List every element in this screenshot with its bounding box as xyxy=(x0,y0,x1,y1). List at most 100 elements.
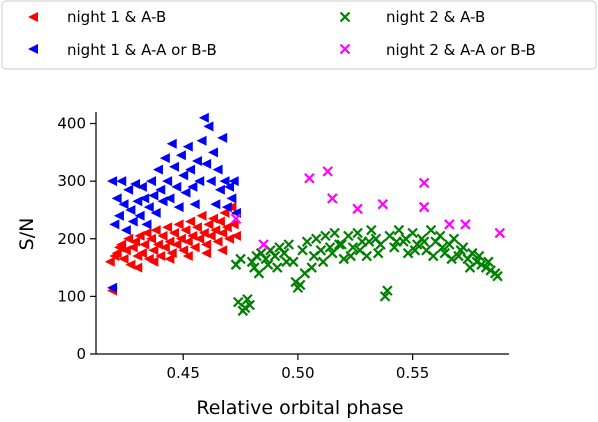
data-point-series-2 xyxy=(283,239,295,250)
data-point-series-2 xyxy=(320,230,331,242)
data-point-series-2 xyxy=(448,233,460,245)
data-point-series-2 xyxy=(271,262,283,273)
data-point-series-2 xyxy=(244,299,256,311)
data-point-series-0 xyxy=(180,225,191,236)
legend-frame xyxy=(1,0,597,70)
data-point-series-1 xyxy=(178,170,189,181)
data-point-series-0 xyxy=(148,256,159,267)
data-point-series-2 xyxy=(391,236,402,247)
data-point-series-0 xyxy=(212,236,223,247)
data-point-series-1 xyxy=(139,193,150,204)
data-point-series-0 xyxy=(120,245,131,256)
data-point-series-2 xyxy=(347,242,359,253)
legend: night 1 & A-B night 1 & A-A or B-B night… xyxy=(1,0,597,70)
data-point-series-1 xyxy=(118,199,129,210)
data-point-series-2 xyxy=(492,270,503,282)
data-point-series-3 xyxy=(460,219,471,230)
data-point-series-3 xyxy=(418,177,430,189)
x-ticks: 0.45 0.50 0.55 xyxy=(166,354,429,382)
data-point-series-0 xyxy=(157,230,168,241)
data-point-series-2 xyxy=(400,233,412,245)
data-point-series-3 xyxy=(327,193,338,204)
legend-entry-0: night 1 & A-B xyxy=(28,8,166,26)
data-point-series-2 xyxy=(324,242,336,253)
data-point-series-2 xyxy=(278,247,290,259)
data-point-series-1 xyxy=(125,204,136,215)
data-point-series-0 xyxy=(182,236,193,247)
data-point-series-1 xyxy=(212,164,223,175)
data-point-series-0 xyxy=(104,256,115,267)
data-point-series-0 xyxy=(203,219,214,230)
data-point-series-3 xyxy=(352,203,363,215)
data-point-series-1 xyxy=(175,150,186,161)
data-point-series-2 xyxy=(345,250,356,262)
plot-area: 0 100 200 300 400 0.45 0.50 0.55 xyxy=(57,112,509,382)
data-point-series-1 xyxy=(148,190,159,201)
data-point-series-2 xyxy=(281,256,292,268)
data-point-series-3 xyxy=(444,219,455,230)
data-point-series-1 xyxy=(182,141,193,152)
data-point-series-0 xyxy=(178,245,189,256)
data-point-series-0 xyxy=(198,228,209,238)
data-point-series-1 xyxy=(146,176,157,187)
data-point-series-1 xyxy=(205,176,216,187)
data-point-series-1 xyxy=(107,282,118,293)
legend-marker-3 xyxy=(339,43,351,55)
y-tick-label: 100 xyxy=(57,287,86,305)
data-point-series-1 xyxy=(113,210,124,221)
data-point-series-3 xyxy=(377,198,389,210)
data-point-series-1 xyxy=(123,184,134,195)
data-point-series-0 xyxy=(113,242,124,253)
data-point-series-1 xyxy=(141,219,152,230)
data-point-series-2 xyxy=(317,256,329,268)
data-point-series-0 xyxy=(164,236,175,247)
data-point-series-2 xyxy=(372,247,384,259)
data-point-series-0 xyxy=(221,222,232,233)
data-point-series-1 xyxy=(228,176,239,187)
data-point-series-2 xyxy=(262,259,274,270)
legend-marker-2 xyxy=(339,11,351,23)
data-point-series-1 xyxy=(111,193,122,204)
data-point-series-1 xyxy=(155,184,166,195)
data-point-series-2 xyxy=(483,256,494,268)
data-point-series-0 xyxy=(150,225,161,236)
data-point-series-1 xyxy=(164,193,175,204)
data-point-series-0 xyxy=(139,239,150,250)
data-point-series-1 xyxy=(187,181,198,192)
data-point-series-0 xyxy=(196,210,207,221)
data-point-series-0 xyxy=(217,228,228,238)
data-point-series-0 xyxy=(162,222,173,233)
data-point-series-0 xyxy=(169,228,180,238)
data-point-series-0 xyxy=(148,245,159,256)
data-point-series-2 xyxy=(382,285,393,296)
data-point-series-1 xyxy=(159,153,170,164)
data-point-series-0 xyxy=(155,251,166,262)
data-point-series-0 xyxy=(125,259,136,270)
data-point-series-2 xyxy=(242,293,253,305)
data-point-series-1 xyxy=(217,132,228,143)
y-axis-label: S/N xyxy=(16,218,38,251)
y-tick-label: 0 xyxy=(76,345,86,363)
data-point-series-2 xyxy=(260,253,272,265)
data-point-series-2 xyxy=(402,247,414,259)
data-point-series-0 xyxy=(208,213,219,224)
data-point-series-0 xyxy=(205,230,216,241)
data-point-series-2 xyxy=(253,268,265,279)
legend-marker-1 xyxy=(28,44,38,54)
data-point-series-1 xyxy=(132,196,143,207)
data-point-series-1 xyxy=(109,219,120,230)
data-point-series-0 xyxy=(164,253,175,264)
data-point-series-1 xyxy=(208,147,219,158)
data-point-series-2 xyxy=(473,250,485,262)
data-point-series-2 xyxy=(446,253,457,265)
data-point-series-0 xyxy=(201,248,212,259)
data-point-series-2 xyxy=(308,250,320,262)
data-point-series-1 xyxy=(136,181,147,192)
data-point-series-1 xyxy=(219,176,230,187)
data-point-series-0 xyxy=(118,253,129,264)
data-point-series-2 xyxy=(437,242,448,253)
data-point-series-2 xyxy=(269,250,281,262)
data-point-series-0 xyxy=(123,233,134,244)
data-point-series-0 xyxy=(187,230,198,241)
legend-label-3: night 2 & A-A or B-B xyxy=(386,41,536,59)
